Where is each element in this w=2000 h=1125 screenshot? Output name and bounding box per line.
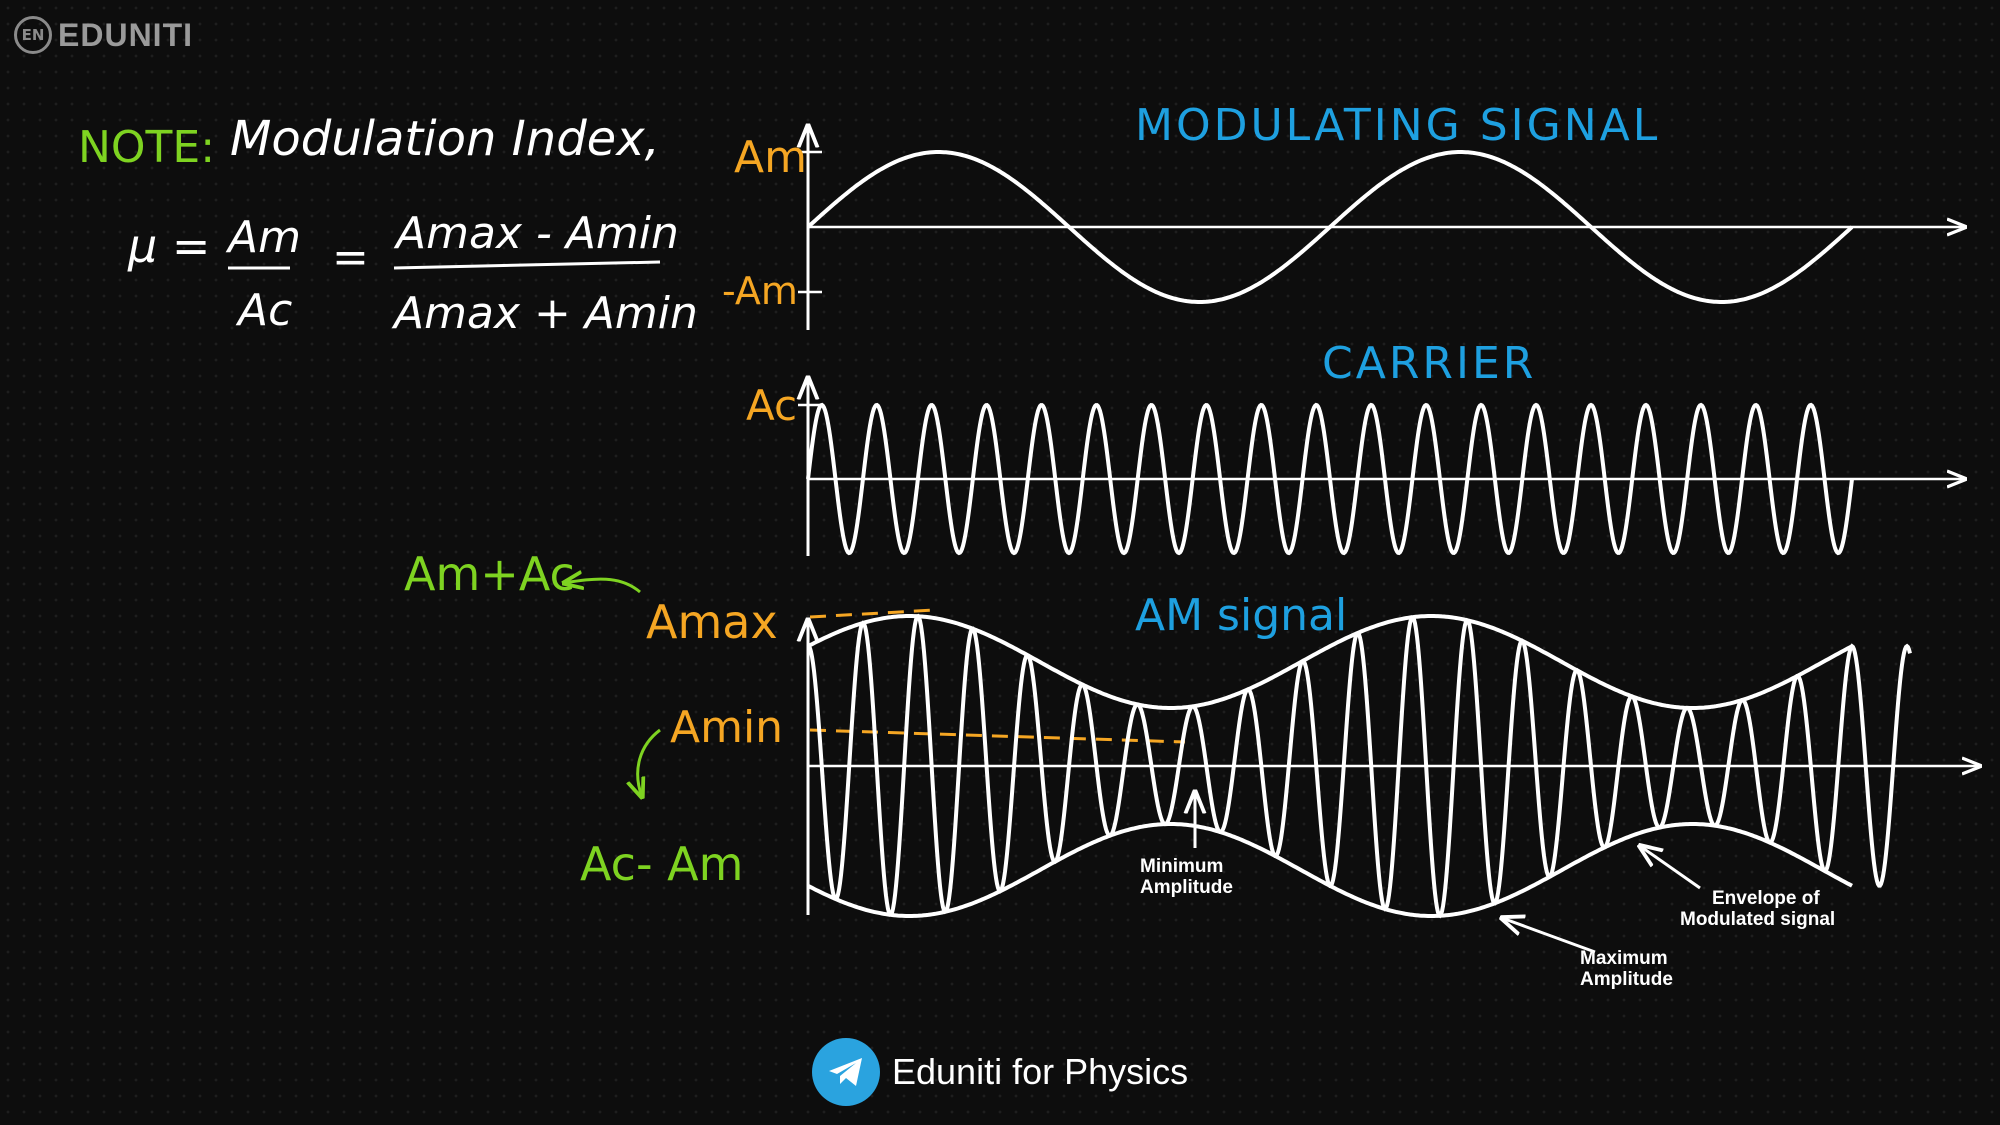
envelope-upper <box>807 614 1853 710</box>
envelope-arrow <box>1640 846 1701 890</box>
telegram-icon[interactable] <box>812 1038 880 1106</box>
envelope-line2: Modulated signal <box>1680 909 1835 930</box>
envelope-line1: Envelope of <box>1712 888 1820 909</box>
modulating-title: MODULATING SIGNAL <box>1135 100 1660 151</box>
brand-name: EDUNITI <box>58 16 193 53</box>
modulating-wave <box>806 150 1854 304</box>
max-amplitude-line1: Maximum <box>1580 948 1668 969</box>
brand-logo: EN EDUNITI <box>14 16 193 54</box>
brand-badge: EN <box>14 16 52 54</box>
diff-arrow <box>638 728 661 797</box>
mu-symbol: μ = <box>127 219 210 273</box>
carrier-title: CARRIER <box>1322 338 1536 389</box>
max-amplitude-arrow <box>1502 918 1596 954</box>
amax-label: Amax <box>646 595 778 649</box>
sum-arrow <box>564 579 641 594</box>
carrier-wave <box>806 402 1854 556</box>
am-wave <box>807 613 1912 919</box>
carrier-label: Ac <box>746 381 797 430</box>
envelope-lower <box>807 822 1853 918</box>
amin-label: Amin <box>670 702 783 753</box>
note-text: Modulation Index, <box>230 111 660 167</box>
am-title: AM signal <box>1135 590 1347 641</box>
modulating-pos-label: Am <box>734 132 807 183</box>
fraction2-numerator: Amax - Amin <box>393 208 679 259</box>
sum-label: Am+Ac <box>404 547 575 601</box>
max-amplitude-line2: Amplitude <box>1580 969 1673 990</box>
modulating-neg-label: -Am <box>722 269 798 313</box>
min-amplitude-line1: Minimum <box>1140 856 1223 877</box>
diff-label: Ac- Am <box>580 837 743 891</box>
fraction2-bar <box>393 260 661 270</box>
fraction2-denominator: Amax + Amin <box>391 288 698 339</box>
amax-dashed-line <box>809 608 936 619</box>
fraction1-denominator: Ac <box>235 285 292 336</box>
note-label: NOTE: <box>78 122 215 173</box>
amin-dashed-line <box>809 728 1186 744</box>
fraction1-numerator: Am <box>225 212 301 263</box>
footer-channel-name[interactable]: Eduniti for Physics <box>892 1051 1189 1092</box>
equals-sign: = <box>332 232 369 283</box>
footer: Eduniti for Physics <box>812 1038 1188 1106</box>
min-amplitude-line2: Amplitude <box>1140 877 1233 898</box>
